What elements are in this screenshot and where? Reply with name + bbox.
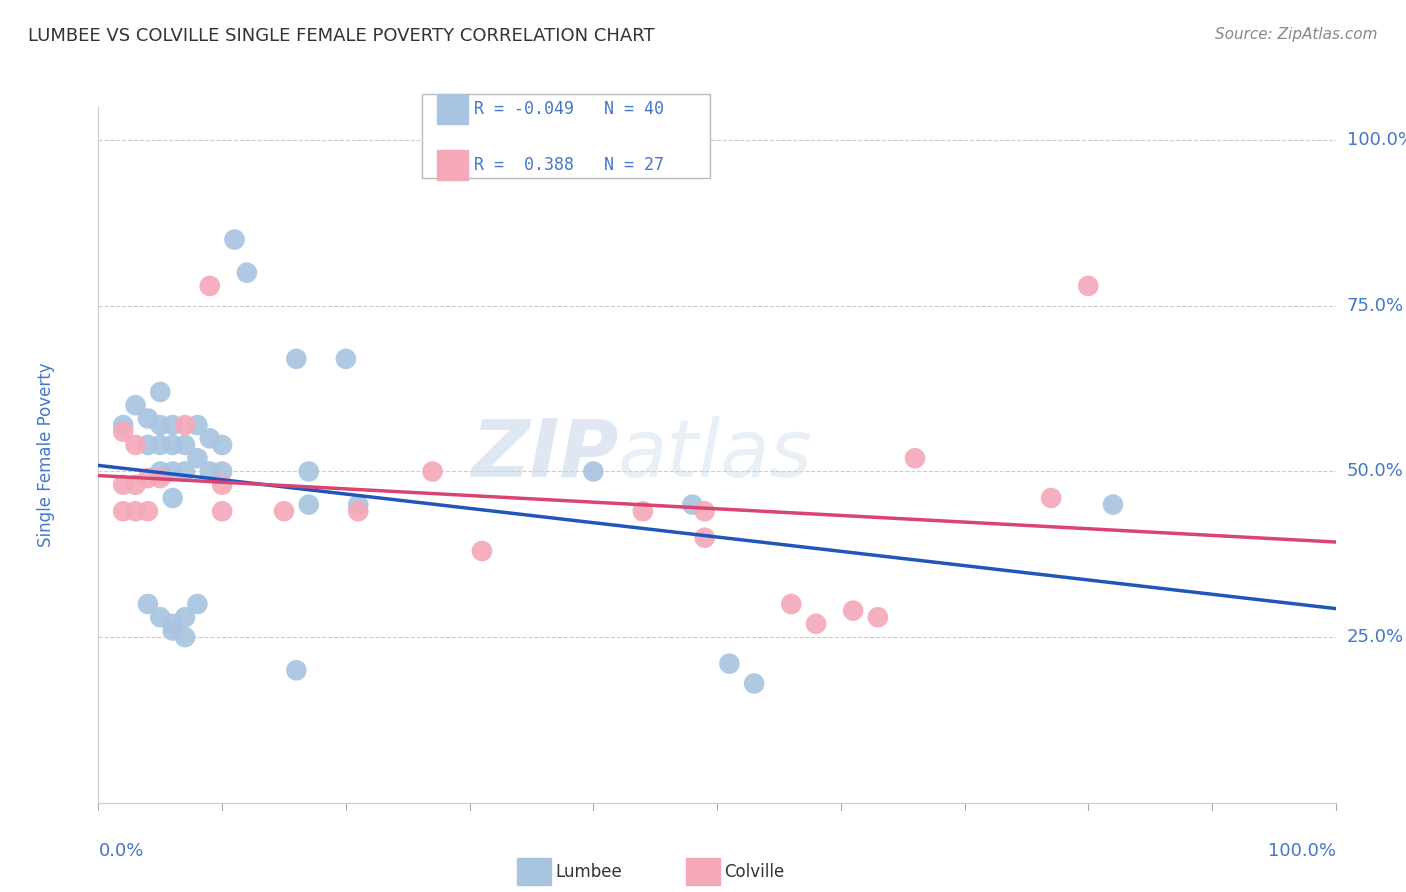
Point	[124, 398, 146, 412]
Point	[285, 663, 308, 677]
Point	[681, 498, 703, 512]
Point	[162, 624, 184, 638]
Point	[174, 630, 197, 644]
Point	[162, 616, 184, 631]
Point	[718, 657, 741, 671]
Text: 75.0%: 75.0%	[1347, 297, 1405, 315]
Text: 100.0%: 100.0%	[1268, 842, 1336, 860]
Text: LUMBEE VS COLVILLE SINGLE FEMALE POVERTY CORRELATION CHART: LUMBEE VS COLVILLE SINGLE FEMALE POVERTY…	[28, 27, 655, 45]
Text: 0.0%: 0.0%	[98, 842, 143, 860]
Point	[842, 604, 865, 618]
Text: Colville: Colville	[724, 863, 785, 881]
Point	[273, 504, 295, 518]
Point	[112, 504, 135, 518]
Point	[211, 504, 233, 518]
Point	[149, 418, 172, 433]
Point	[298, 498, 321, 512]
Point	[149, 438, 172, 452]
Text: atlas: atlas	[619, 416, 813, 494]
Text: Lumbee: Lumbee	[555, 863, 621, 881]
Point	[347, 498, 370, 512]
Text: R =  0.388   N = 27: R = 0.388 N = 27	[474, 156, 664, 174]
Text: R = -0.049   N = 40: R = -0.049 N = 40	[474, 100, 664, 118]
Point	[174, 610, 197, 624]
Point	[422, 465, 444, 479]
Point	[1102, 498, 1125, 512]
Point	[804, 616, 827, 631]
Point	[298, 465, 321, 479]
Point	[162, 438, 184, 452]
Point	[149, 471, 172, 485]
Point	[1040, 491, 1063, 505]
Point	[136, 597, 159, 611]
Point	[335, 351, 357, 366]
Point	[136, 471, 159, 485]
Point	[211, 438, 233, 452]
Text: 100.0%: 100.0%	[1347, 131, 1406, 149]
Point	[136, 504, 159, 518]
Point	[211, 477, 233, 491]
Point	[631, 504, 654, 518]
Text: 50.0%: 50.0%	[1347, 462, 1403, 481]
Point	[162, 465, 184, 479]
Point	[174, 465, 197, 479]
Point	[693, 504, 716, 518]
Point	[1077, 279, 1099, 293]
Text: Source: ZipAtlas.com: Source: ZipAtlas.com	[1215, 27, 1378, 42]
Text: Single Female Poverty: Single Female Poverty	[37, 363, 55, 547]
Point	[112, 425, 135, 439]
Point	[198, 431, 221, 445]
Point	[149, 465, 172, 479]
Point	[136, 411, 159, 425]
Text: 25.0%: 25.0%	[1347, 628, 1405, 646]
Point	[124, 438, 146, 452]
Point	[285, 351, 308, 366]
Point	[582, 465, 605, 479]
Point	[174, 438, 197, 452]
Point	[742, 676, 765, 690]
Point	[162, 418, 184, 433]
Point	[471, 544, 494, 558]
Point	[224, 233, 246, 247]
Point	[112, 477, 135, 491]
Point	[347, 504, 370, 518]
Point	[186, 451, 208, 466]
Point	[136, 438, 159, 452]
Point	[693, 531, 716, 545]
Text: ZIP: ZIP	[471, 416, 619, 494]
Point	[186, 597, 208, 611]
Point	[124, 504, 146, 518]
Point	[124, 477, 146, 491]
Point	[162, 491, 184, 505]
Point	[236, 266, 259, 280]
Point	[149, 384, 172, 399]
Point	[186, 418, 208, 433]
Point	[211, 465, 233, 479]
Point	[198, 465, 221, 479]
Point	[866, 610, 889, 624]
Point	[780, 597, 803, 611]
Point	[112, 418, 135, 433]
Point	[198, 279, 221, 293]
Point	[149, 610, 172, 624]
Point	[174, 418, 197, 433]
Point	[904, 451, 927, 466]
